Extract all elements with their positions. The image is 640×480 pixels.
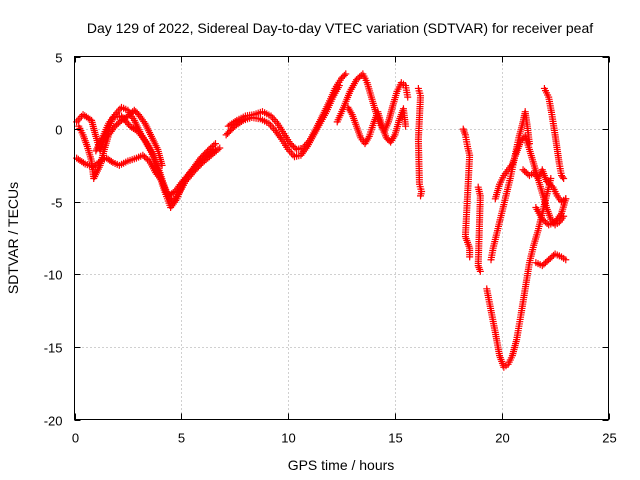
series-arc-17	[532, 250, 570, 270]
data-point	[417, 192, 425, 200]
data-point	[289, 151, 297, 159]
data-point	[547, 182, 555, 190]
series-arc-11	[474, 183, 484, 275]
y-tick-label: -10	[44, 268, 63, 283]
y-axis-label: SDTVAR / TECUs	[5, 182, 21, 294]
data-point	[404, 93, 412, 101]
data-point	[562, 195, 570, 203]
series-arc-12	[483, 174, 555, 371]
x-axis-label: GPS time / hours	[288, 457, 395, 473]
x-tick-labels: 0 5 10 15 20 25	[72, 431, 617, 446]
data-point	[79, 159, 87, 167]
y-tick-label: -20	[44, 414, 63, 429]
data-point	[342, 70, 350, 78]
series-arc-9	[414, 84, 426, 200]
data-point	[214, 145, 222, 153]
data-point	[559, 173, 567, 181]
x-tick-label: 15	[388, 431, 402, 446]
data-point	[547, 174, 555, 182]
data-point	[270, 116, 278, 124]
x-tick-label: 5	[178, 431, 185, 446]
data-point	[216, 144, 224, 152]
chart-title: Day 129 of 2022, Sidereal Day-to-day VTE…	[87, 20, 593, 36]
data-point	[335, 82, 343, 90]
series-arc-14	[491, 132, 568, 229]
data-point	[402, 122, 410, 130]
plot-frame	[74, 56, 609, 420]
data-point	[74, 116, 82, 124]
data-point	[466, 253, 474, 261]
y-tick-label: 5	[55, 51, 62, 66]
series-arc-5	[224, 70, 350, 153]
data-point	[340, 71, 348, 79]
data-point	[560, 174, 568, 182]
series-arc-6	[222, 82, 343, 161]
y-tick-label: -5	[51, 196, 63, 211]
data-point	[562, 256, 570, 264]
series-arc-13	[487, 108, 533, 264]
series-arc-4	[92, 103, 224, 206]
x-tick-label: 25	[602, 431, 616, 446]
data-point	[238, 118, 246, 126]
data-point	[107, 157, 115, 165]
data-point	[291, 144, 299, 152]
data-point	[158, 161, 166, 169]
data-points	[73, 70, 570, 371]
series-arc-3	[75, 106, 166, 182]
axis-ticks	[74, 56, 610, 421]
series-arc-16	[540, 84, 568, 182]
data-point	[287, 149, 295, 157]
x-tick-label: 10	[281, 431, 295, 446]
y-tick-labels: 5 0 -5 -10 -15 -20	[44, 51, 63, 429]
series-arc-8	[344, 103, 410, 148]
series-arc-18	[532, 195, 570, 229]
data-point	[476, 267, 484, 275]
x-tick-label: 20	[495, 431, 509, 446]
y-tick-label: -15	[44, 341, 63, 356]
y-tick-label: 0	[55, 123, 62, 138]
series-arc-10	[459, 125, 474, 261]
x-tick-label: 0	[72, 431, 79, 446]
